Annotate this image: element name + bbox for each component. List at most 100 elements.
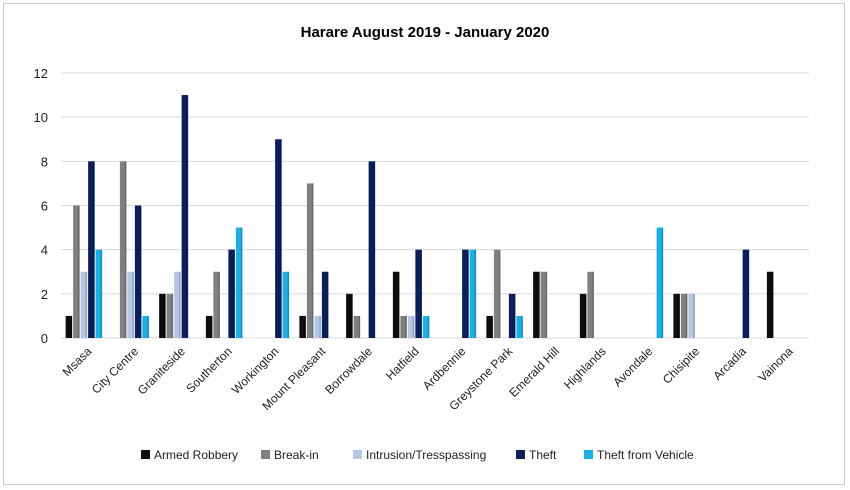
- bar-shade: [474, 249, 477, 338]
- bar-hatfield-theft-from-vehicle: [422, 315, 430, 338]
- bar-city-centre-theft-from-vehicle: [142, 315, 149, 338]
- bar-city-centre-theft: [134, 205, 142, 338]
- y-tick-label: 4: [41, 243, 48, 258]
- gridlines: [61, 72, 809, 339]
- bar-ardbennie-theft: [462, 249, 469, 338]
- bar-shade: [373, 161, 376, 338]
- x-tick-label: Southerton: [183, 344, 234, 395]
- bar-greystone-park-break-in: [493, 249, 501, 338]
- bar-arcadia-theft: [742, 249, 750, 338]
- chart-title: Harare August 2019 - January 2020: [301, 24, 550, 41]
- y-tick-label: 2: [41, 287, 48, 302]
- bar-shade: [78, 205, 80, 338]
- legend-item-break-in: Break-in: [261, 448, 319, 462]
- bar-shade: [771, 271, 774, 338]
- bar-southerton-break-in: [213, 271, 220, 338]
- y-tick-label: 12: [34, 66, 48, 81]
- legend-swatch: [261, 450, 270, 459]
- bar-shade: [584, 293, 587, 338]
- bar-shade: [693, 293, 695, 338]
- bar-shade: [491, 315, 493, 338]
- x-tick-label: Avondale: [610, 344, 655, 389]
- bar-shade: [351, 293, 353, 338]
- bar-shade: [304, 315, 306, 338]
- x-tick-label: Vainona: [755, 344, 796, 385]
- bar-shade: [124, 161, 127, 338]
- bar-shade: [358, 315, 361, 338]
- bar-shade: [326, 271, 329, 338]
- bar-shade: [179, 271, 181, 338]
- bar-graniteside-armed-robbery: [159, 293, 166, 338]
- bar-shade: [85, 271, 88, 338]
- legend: Armed Robbery Break-in Intrusion/Tresspass…: [141, 448, 694, 462]
- bar-shade: [405, 315, 407, 338]
- bar-shade: [538, 271, 540, 338]
- bar-emerald-hill-break-in: [540, 271, 548, 338]
- legend-swatch: [584, 450, 593, 459]
- bar-msasa-theft-from-vehicle: [95, 249, 103, 338]
- bar-shade: [412, 315, 415, 338]
- bar-shade: [661, 227, 664, 338]
- x-tick-label: Chisipite: [660, 344, 703, 387]
- bar-chisipite-intrusion-tresspassing: [688, 293, 695, 338]
- bar-shade: [420, 249, 422, 338]
- bar-msasa-theft: [88, 161, 95, 338]
- x-tick-label: Hatfield: [383, 344, 422, 383]
- bar-shade: [592, 271, 594, 338]
- bar-hatfield-theft: [415, 249, 422, 338]
- bar-shade: [147, 315, 149, 338]
- legend-item-theft-from-vehicle: Theft from Vehicle: [584, 448, 694, 462]
- bar-shade: [240, 227, 243, 338]
- legend-label: Theft from Vehicle: [597, 448, 694, 462]
- bar-city-centre-break-in: [119, 161, 127, 338]
- x-tick-label: Highlands: [561, 344, 609, 392]
- bar-vainona-armed-robbery: [766, 271, 774, 338]
- bars: [65, 95, 774, 338]
- chart-frame: Harare August 2019 - January 2020 0 2 4 6 8 1…: [3, 3, 845, 485]
- y-tick-label: 0: [41, 331, 48, 346]
- bar-shade: [100, 249, 103, 338]
- bar-mount-pleasant-break-in: [306, 183, 314, 338]
- x-tick-label: Emerald Hill: [506, 344, 562, 400]
- bar-southerton-armed-robbery: [205, 315, 213, 338]
- legend-swatch: [353, 450, 362, 459]
- bar-shade: [287, 271, 290, 338]
- bar-borrowdale-armed-robbery: [346, 293, 353, 338]
- bar-shade: [678, 293, 680, 338]
- bar-shade: [233, 249, 235, 338]
- bar-ardbennie-theft-from-vehicle: [469, 249, 477, 338]
- bar-greystone-park-armed-robbery: [486, 315, 493, 338]
- bar-workington-theft-from-vehicle: [282, 271, 290, 338]
- bar-greystone-park-theft-from-vehicle: [516, 315, 523, 338]
- bar-southerton-theft-from-vehicle: [235, 227, 243, 338]
- bar-shade: [521, 315, 523, 338]
- bar-msasa-intrusion-tresspassing: [80, 271, 88, 338]
- bar-shade: [132, 271, 134, 338]
- bar-graniteside-theft: [181, 95, 189, 338]
- bar-shade: [319, 315, 321, 338]
- legend-swatch: [516, 450, 525, 459]
- bar-mount-pleasant-intrusion-tresspassing: [314, 315, 321, 338]
- bar-emerald-hill-armed-robbery: [533, 271, 540, 338]
- bar-chisipite-armed-robbery: [673, 293, 680, 338]
- bar-shade: [427, 315, 430, 338]
- bar-borrowdale-break-in: [353, 315, 361, 338]
- bar-shade: [164, 293, 166, 338]
- bar-shade: [685, 293, 688, 338]
- bar-chart: Harare August 2019 - January 2020 0 2 4 6 8 1…: [34, 24, 809, 462]
- bar-avondale-theft-from-vehicle: [656, 227, 664, 338]
- bar-mount-pleasant-theft: [321, 271, 329, 338]
- bar-workington-theft: [275, 139, 282, 338]
- bar-hatfield-intrusion-tresspassing: [407, 315, 415, 338]
- bar-shade: [311, 183, 314, 338]
- bar-shade: [218, 271, 220, 338]
- legend-item-armed-robbery: Armed Robbery: [141, 448, 238, 462]
- legend-label: Break-in: [274, 448, 319, 462]
- x-tick-label: Arcadia: [710, 344, 749, 383]
- bar-southerton-theft: [228, 249, 235, 338]
- bar-shade: [210, 315, 213, 338]
- bar-shade: [545, 271, 548, 338]
- bar-hatfield-armed-robbery: [392, 271, 400, 338]
- y-axis: 0 2 4 6 8 10 12: [34, 66, 48, 346]
